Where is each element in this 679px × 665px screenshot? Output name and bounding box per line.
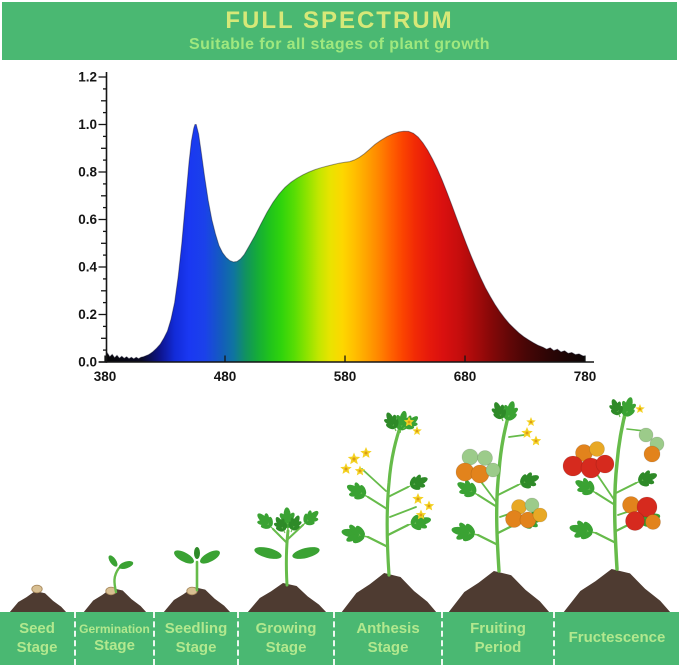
stage-label: Stage — [94, 636, 135, 654]
stage-label: Stage — [175, 638, 217, 656]
stage-label: Anthesis — [356, 619, 420, 637]
germination-icon — [83, 555, 147, 613]
flowering-plant-icon — [340, 410, 437, 613]
svg-text:1.0: 1.0 — [78, 117, 97, 132]
spectrum-area-plot: 0.0 0.2 0.4 0.6 0.8 1.0 1.2 380 480 580 680 780 — [78, 70, 597, 385]
svg-text:380: 380 — [94, 369, 117, 384]
stage-label: Stage — [367, 638, 409, 656]
plant-growth-stages-illustration — [0, 395, 679, 613]
stage-cell-fruiting: Fruiting Period — [443, 612, 555, 665]
stage-cell-fructescence: Fructescence — [555, 612, 679, 665]
header-banner: FULL SPECTRUM Suitable for all stages of… — [2, 2, 677, 60]
svg-text:0.0: 0.0 — [78, 355, 97, 370]
stage-cell-germination: Germination Stage — [76, 612, 155, 665]
stage-cell-seedling: Seedling Stage — [155, 612, 239, 665]
stage-label: Fructescence — [568, 629, 666, 647]
stage-label: Germination — [79, 621, 150, 636]
ripe-tomato-plant-icon — [562, 397, 671, 613]
banner-title: FULL SPECTRUM — [225, 7, 454, 34]
stage-cell-growing: Growing Stage — [239, 612, 335, 665]
svg-text:580: 580 — [334, 369, 357, 384]
stage-label: Seedling — [164, 619, 228, 637]
stage-label-bar: Seed Stage Germination Stage Seedling St… — [0, 612, 679, 665]
growing-plant-icon — [247, 507, 327, 613]
svg-text:0.4: 0.4 — [78, 260, 97, 275]
plant-stage-icons — [9, 397, 671, 613]
stage-label: Growing — [255, 619, 317, 637]
seedling-icon — [163, 547, 231, 613]
stage-cell-anthesis: Anthesis Stage — [335, 612, 443, 665]
svg-text:1.2: 1.2 — [78, 70, 97, 85]
stage-label: Seed — [19, 619, 55, 637]
stage-label: Period — [474, 638, 522, 656]
svg-text:780: 780 — [574, 369, 597, 384]
stage-label: Stage — [16, 638, 58, 656]
svg-text:0.8: 0.8 — [78, 165, 97, 180]
svg-text:0.2: 0.2 — [78, 307, 97, 322]
seed-icon — [9, 584, 67, 613]
svg-text:680: 680 — [454, 369, 477, 384]
stage-label: Stage — [265, 638, 307, 656]
stage-cell-seed: Seed Stage — [0, 612, 76, 665]
fruiting-plant-icon — [448, 401, 550, 613]
spectral-distribution-chart: 0.0 0.2 0.4 0.6 0.8 1.0 1.2 380 480 580 680 780 — [0, 60, 679, 400]
stage-label: Fruiting — [470, 619, 526, 637]
svg-text:0.6: 0.6 — [78, 212, 97, 227]
svg-text:480: 480 — [214, 369, 237, 384]
banner-subtitle: Suitable for all stages of plant growth — [189, 36, 490, 54]
